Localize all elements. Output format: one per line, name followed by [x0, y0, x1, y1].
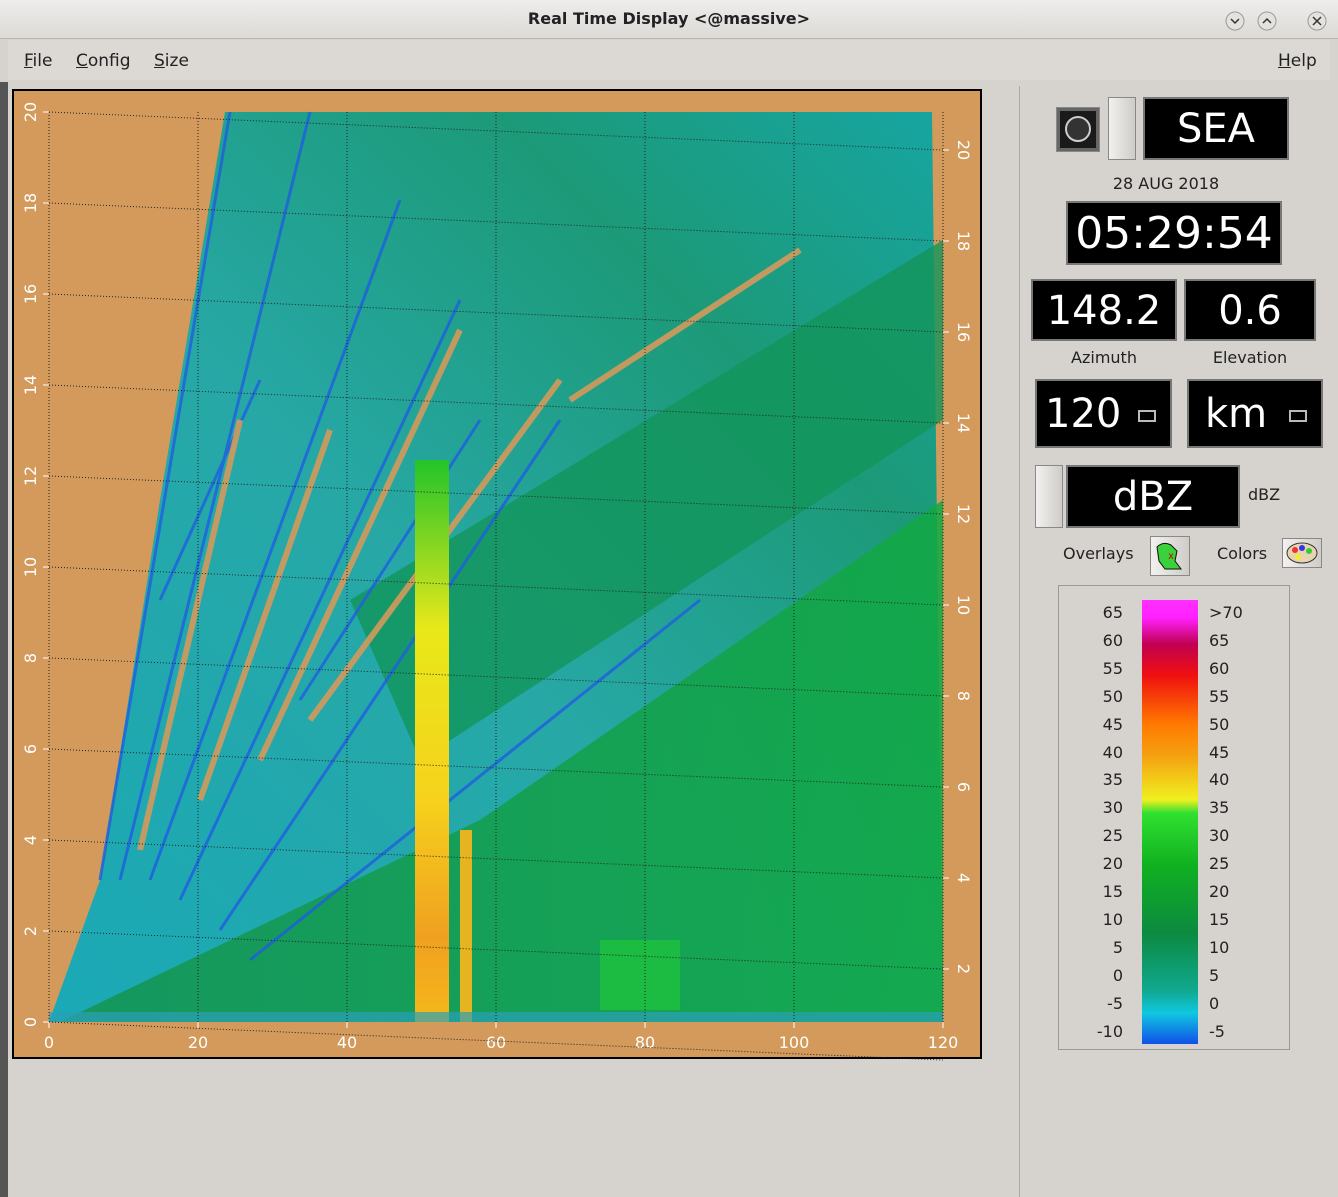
overlays-icon: x: [1151, 537, 1189, 575]
scale-label-right: 0: [1209, 994, 1219, 1013]
scale-label-right: >70: [1209, 603, 1243, 622]
colors-label: Colors: [1217, 544, 1267, 563]
scale-label-left: 30: [1073, 798, 1123, 817]
y-tick-label: 0: [21, 1017, 40, 1027]
x-tick-label: 100: [779, 1033, 810, 1052]
menu-item[interactable]: Help: [1278, 40, 1317, 82]
scale-label-right: 50: [1209, 715, 1229, 734]
range: 120: [1045, 391, 1121, 437]
right-tick-label: 8: [954, 691, 973, 701]
scale-label-right: 20: [1209, 882, 1229, 901]
scale-label-left: 25: [1073, 826, 1123, 845]
time: 05:29:54: [1066, 201, 1282, 265]
overlays-label: Overlays: [1063, 544, 1134, 563]
scale-label-left: -5: [1073, 994, 1123, 1013]
field-toggle[interactable]: [1035, 465, 1063, 528]
scale-label-left: 20: [1073, 854, 1123, 873]
field[interactable]: dBZ: [1066, 465, 1240, 528]
scale-label-right: 45: [1209, 743, 1229, 762]
right-tick-label: 18: [954, 231, 973, 251]
right-tick-label: 4: [954, 873, 973, 883]
scale-label-left: -10: [1073, 1022, 1123, 1041]
svg-text:x: x: [1168, 551, 1174, 562]
scale-label-left: 50: [1073, 687, 1123, 706]
elevation-value: 0.6: [1184, 279, 1316, 341]
scale-label-right: 60: [1209, 659, 1229, 678]
colors-icon: [1283, 539, 1321, 567]
overlays-button[interactable]: x: [1150, 536, 1190, 576]
x-tick-label: 20: [188, 1033, 208, 1052]
scale-label-left: 15: [1073, 882, 1123, 901]
scale-label-right: 5: [1209, 966, 1219, 985]
rhi-plot: 0 20 40 60 80 100 120 0 2 4 6 8 10 12 14 16 18 20 2 4 6 8 10 12…: [0, 0, 1000, 1070]
status-button[interactable]: [1056, 107, 1100, 152]
scale-label-left: 0: [1073, 966, 1123, 985]
units: km: [1205, 391, 1267, 437]
toggle[interactable]: [1108, 97, 1136, 160]
scale-label-right: 15: [1209, 910, 1229, 929]
y-tick-label: 16: [21, 284, 40, 304]
colors-button[interactable]: [1282, 538, 1322, 568]
scale-label-left: 65: [1073, 603, 1123, 622]
scale-label-left: 5: [1073, 938, 1123, 957]
scale-label-right: 40: [1209, 770, 1229, 789]
scale-label-left: 60: [1073, 631, 1123, 650]
scale-label-left: 10: [1073, 910, 1123, 929]
date: 28 AUG 2018: [1066, 174, 1266, 193]
right-tick-label: 6: [954, 782, 973, 792]
window-controls[interactable]: [1222, 9, 1332, 33]
field-units: dBZ: [1248, 485, 1280, 504]
scale-label-right: 35: [1209, 798, 1229, 817]
scale-label-left: 45: [1073, 715, 1123, 734]
scale-label-right: 25: [1209, 854, 1229, 873]
y-tick-label: 14: [21, 375, 40, 395]
y-tick-label: 2: [21, 926, 40, 936]
right-tick-label: 20: [954, 140, 973, 160]
scale-label-right: 65: [1209, 631, 1229, 650]
azimuth-value: 148.2: [1031, 279, 1177, 341]
y-tick-label: 6: [21, 744, 40, 754]
scale-label-right: 30: [1209, 826, 1229, 845]
divider: [1019, 86, 1020, 1197]
x-tick-label: 0: [44, 1033, 54, 1052]
station: SEA: [1143, 97, 1289, 160]
window: Real Time Display <@massive> FileConfigS…: [0, 0, 1338, 1197]
scale-label-right: 10: [1209, 938, 1229, 957]
right-tick-label: 10: [954, 595, 973, 615]
x-tick-label: 80: [635, 1033, 655, 1052]
scale-label-left: 40: [1073, 743, 1123, 762]
y-tick-label: 18: [21, 193, 40, 213]
y-tick-label: 12: [21, 466, 40, 486]
right-tick-label: 14: [954, 413, 973, 433]
range-box[interactable]: 120: [1035, 379, 1172, 448]
units-box[interactable]: km: [1187, 379, 1323, 448]
azimuth-label: Azimuth: [1031, 348, 1177, 367]
y-tick-label: 4: [21, 835, 40, 845]
scale-label-right: 55: [1209, 687, 1229, 706]
y-tick-label: 20: [21, 102, 40, 122]
elevation-label: Elevation: [1184, 348, 1316, 367]
x-tick-label: 60: [486, 1033, 506, 1052]
y-tick-label: 10: [21, 557, 40, 577]
right-tick-label: 12: [954, 504, 973, 524]
color-bar: [1142, 600, 1198, 1044]
x-tick-label: 40: [337, 1033, 357, 1052]
y-tick-label: 8: [21, 653, 40, 663]
right-tick-label: 16: [954, 322, 973, 342]
scale-label-left: 55: [1073, 659, 1123, 678]
right-tick-label: 2: [954, 964, 973, 974]
scale-label-left: 35: [1073, 770, 1123, 789]
x-tick-label: 120: [928, 1033, 959, 1052]
scale-label-right: -5: [1209, 1022, 1225, 1041]
knob-icon: [1057, 108, 1099, 151]
